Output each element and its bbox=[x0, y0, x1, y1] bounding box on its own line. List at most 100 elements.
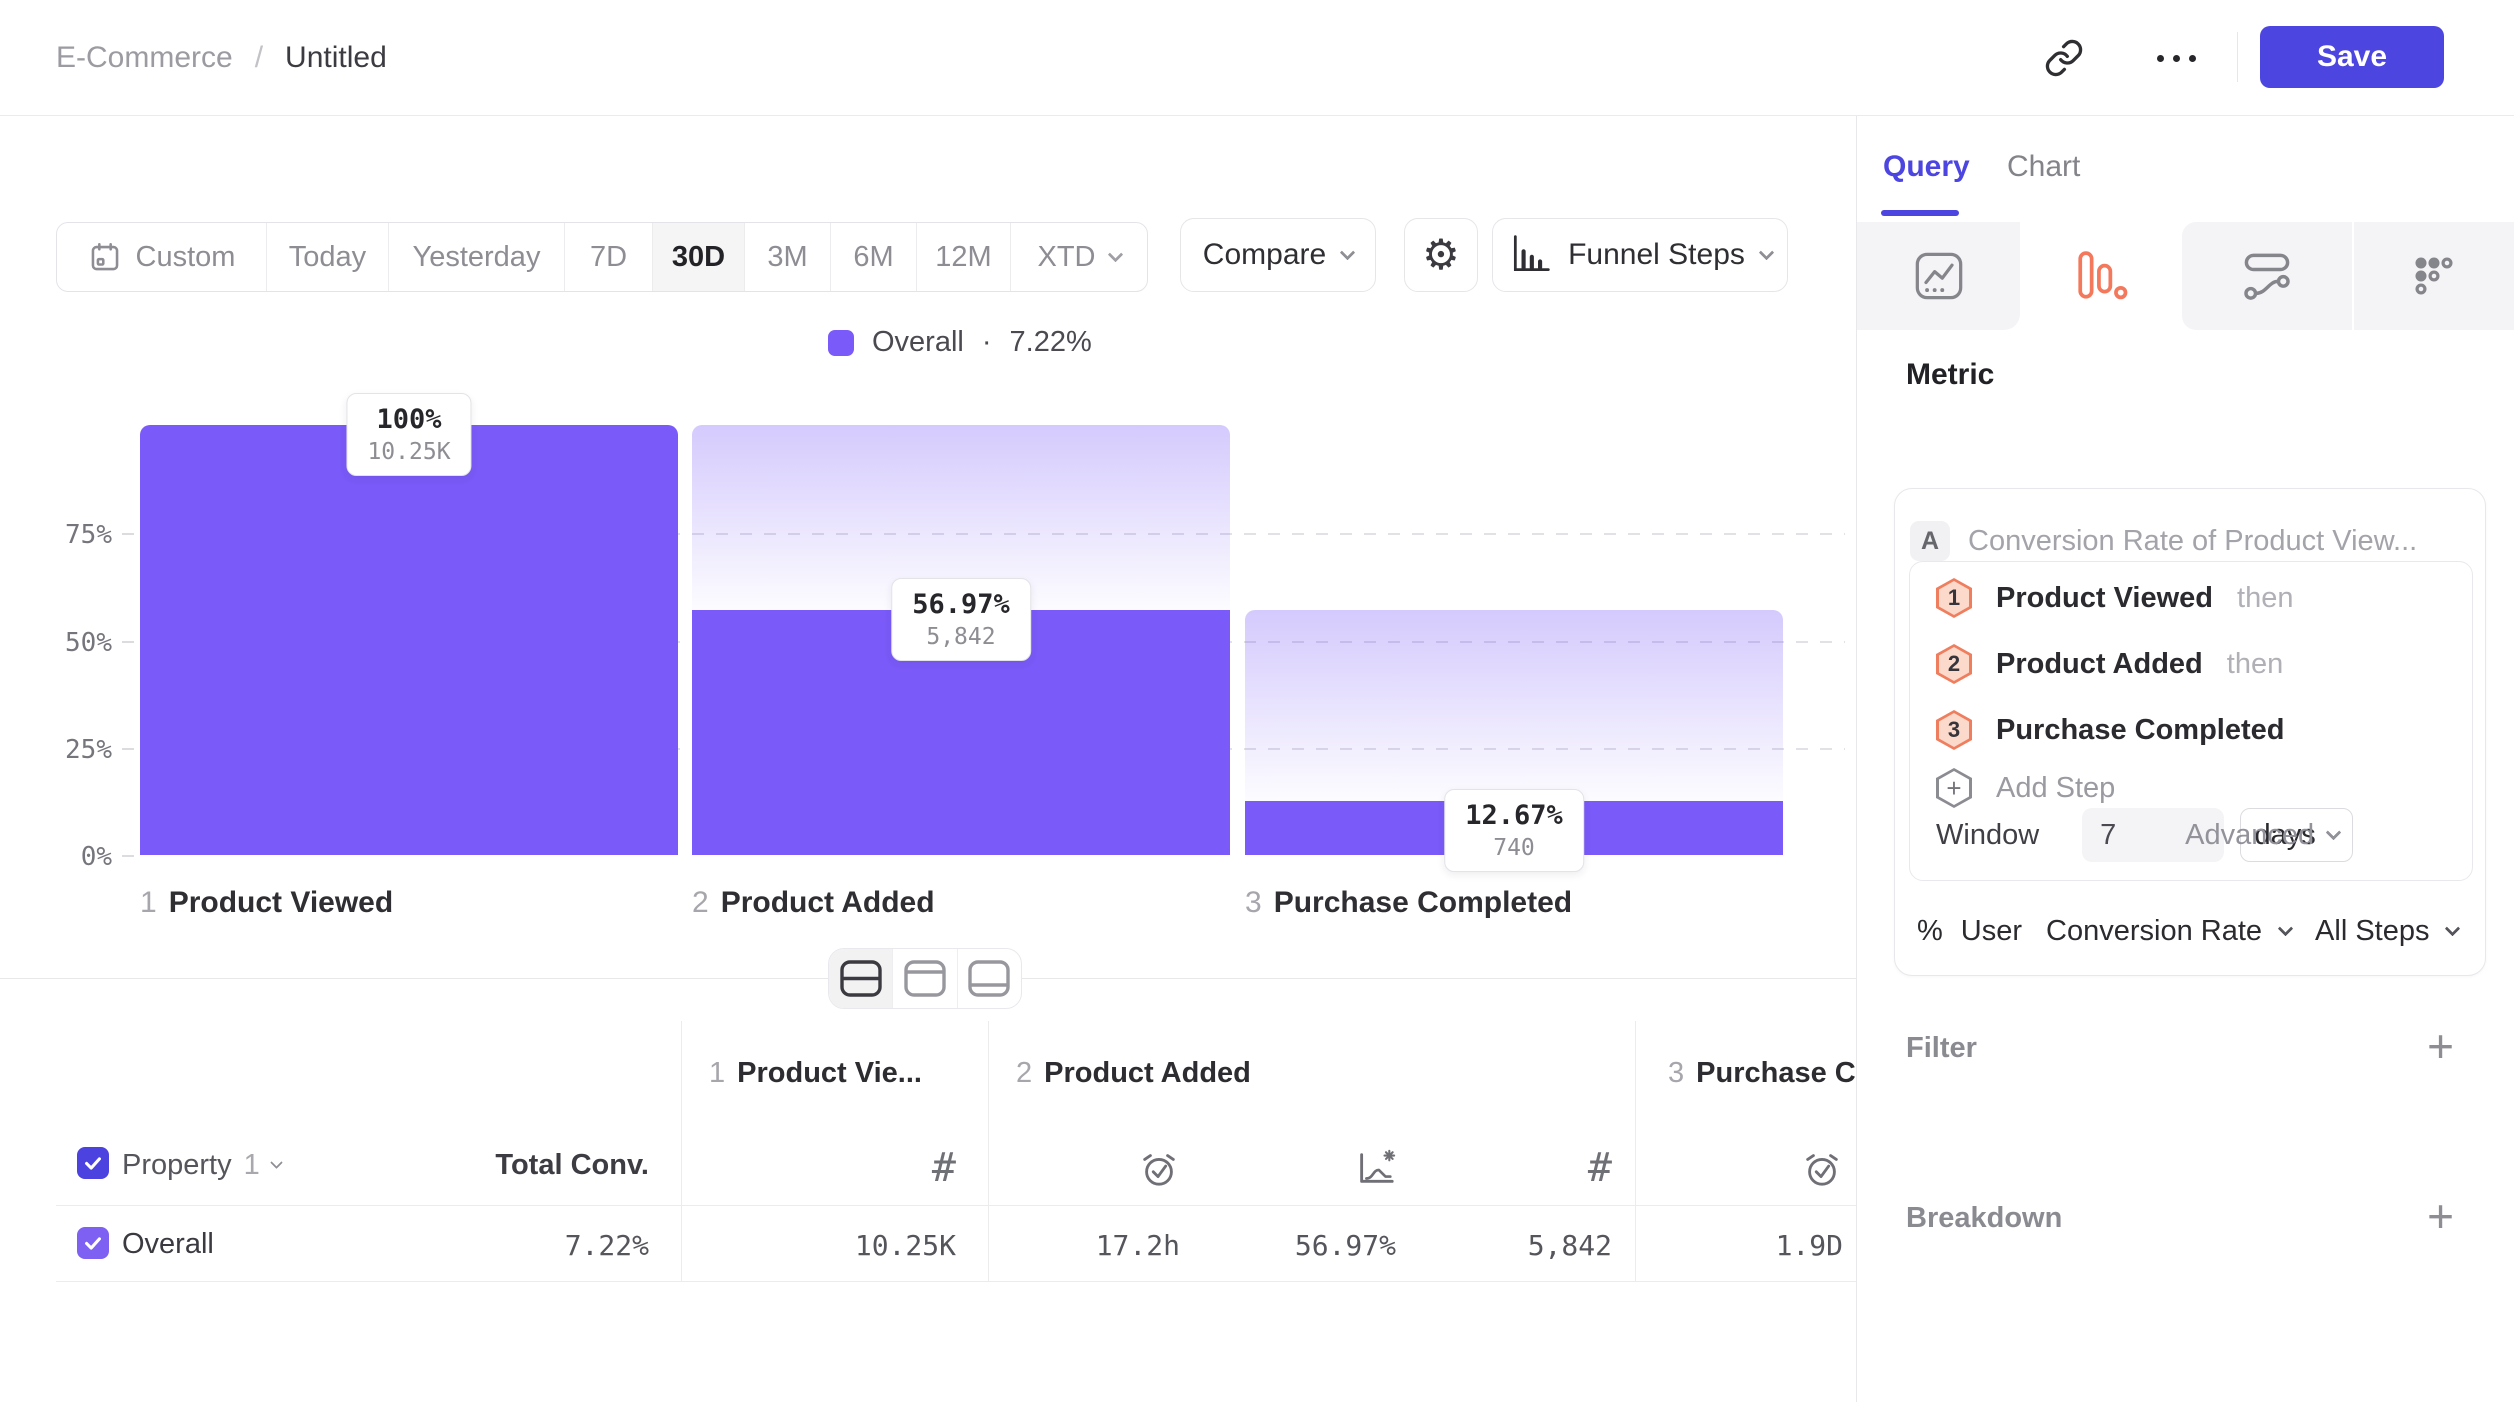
x-label-step-3: 3 Purchase Completed bbox=[1245, 886, 1573, 919]
add-step-button[interactable]: + Add Step bbox=[1936, 768, 2115, 808]
flow-chart-icon bbox=[2241, 250, 2293, 302]
window-unit-select[interactable]: days bbox=[2240, 808, 2354, 862]
check-icon bbox=[85, 1237, 101, 1250]
y-tick-75: 75% bbox=[65, 520, 112, 550]
range-12m[interactable]: 12M bbox=[917, 223, 1011, 291]
range-custom[interactable]: Custom bbox=[57, 223, 267, 291]
y-tick-50: 50% bbox=[65, 628, 112, 658]
step-3-hexagon-badge: 3 bbox=[1936, 710, 1972, 750]
chart-settings-button[interactable]: ⚙ bbox=[1404, 218, 1478, 292]
funnel-step-3[interactable]: 3 Purchase Completed bbox=[1936, 710, 2308, 750]
chart-type-label: Funnel Steps bbox=[1568, 238, 1745, 271]
add-filter-button[interactable]: + bbox=[2427, 1020, 2454, 1072]
layout-toggle bbox=[828, 948, 1022, 1009]
chevron-down-icon bbox=[1339, 244, 1356, 260]
breakdown-heading: Breakdown bbox=[1906, 1202, 2063, 1234]
layout-split-button[interactable] bbox=[829, 949, 894, 1008]
ellipsis-icon bbox=[2156, 54, 2196, 62]
chevron-down-icon[interactable] bbox=[2445, 920, 2461, 937]
funnel-steps-card: 1 Product Viewed then 2 Product Added th… bbox=[1909, 561, 2473, 881]
more-menu-button[interactable] bbox=[2146, 36, 2206, 80]
percent-icon[interactable]: % bbox=[1917, 915, 1943, 947]
cell-total-conv: 7.22% bbox=[564, 1229, 649, 1262]
property-dropdown[interactable]: Property 1 bbox=[122, 1149, 283, 1182]
measure-scope-dropdown[interactable]: All Steps bbox=[2315, 915, 2430, 947]
dots-grid-icon bbox=[2408, 250, 2460, 302]
legend-name: Overall bbox=[872, 326, 964, 358]
range-3m[interactable]: 3M bbox=[745, 223, 831, 291]
cell-step1-count: 10.25K bbox=[854, 1229, 956, 1262]
chart-type-button[interactable]: Funnel Steps bbox=[1492, 218, 1788, 292]
save-button[interactable]: Save bbox=[2260, 26, 2444, 88]
tab-query[interactable]: Query bbox=[1883, 150, 1970, 183]
compare-label: Compare bbox=[1202, 238, 1327, 271]
range-30d[interactable]: 30D bbox=[653, 223, 745, 291]
x-label-step-2: 2 Product Added bbox=[692, 886, 935, 919]
metric-title[interactable]: Conversion Rate of Product View... bbox=[1968, 525, 2418, 557]
tab-chart[interactable]: Chart bbox=[2007, 150, 2081, 183]
gear-icon: ⚙ bbox=[1422, 231, 1460, 278]
window-label: Window bbox=[1936, 818, 2040, 851]
window-value-input[interactable]: 7 bbox=[2082, 808, 2225, 862]
add-breakdown-button[interactable]: + bbox=[2427, 1190, 2454, 1242]
link-icon bbox=[2044, 38, 2084, 78]
measure-row: % User Conversion Rate All Steps bbox=[1917, 915, 2461, 948]
chevron-down-icon bbox=[1107, 246, 1123, 262]
panel-divider bbox=[1856, 116, 1857, 1402]
split-layout-icon bbox=[839, 959, 883, 999]
measure-metric-dropdown[interactable]: Conversion Rate bbox=[2046, 915, 2263, 947]
range-7d[interactable]: 7D bbox=[565, 223, 653, 291]
range-today[interactable]: Today bbox=[267, 223, 389, 291]
funnel-step-1[interactable]: 1 Product Viewed then bbox=[1936, 578, 2293, 618]
chart-type-tab-grid[interactable] bbox=[2354, 222, 2514, 330]
column-header-step-1: 1 Product Vie... bbox=[709, 1057, 922, 1089]
share-link-button[interactable] bbox=[2042, 36, 2086, 80]
time-to-convert-icon bbox=[1801, 1146, 1843, 1190]
chart-type-tab-funnel[interactable] bbox=[2020, 222, 2181, 330]
metric-heading: Metric bbox=[1906, 358, 1995, 391]
legend-value: 7.22% bbox=[1009, 326, 1092, 358]
time-to-convert-icon bbox=[1138, 1146, 1180, 1190]
cell-step2-conv: 56.97% bbox=[1294, 1229, 1396, 1262]
y-tick-25: 25% bbox=[65, 735, 112, 765]
breadcrumb-separator: / bbox=[254, 41, 264, 74]
chart-type-tab-flow[interactable] bbox=[2182, 222, 2352, 330]
row-name: Overall bbox=[122, 1228, 214, 1260]
range-xtd[interactable]: XTD bbox=[1011, 223, 1147, 291]
chart-type-tab-insights[interactable] bbox=[1857, 222, 2020, 330]
filter-heading: Filter bbox=[1906, 1032, 1977, 1064]
cell-step2-time: 17.2h bbox=[1095, 1229, 1180, 1262]
total-conv-header[interactable]: Total Conv. bbox=[495, 1149, 649, 1181]
date-range-control: Custom Today Yesterday 7D 30D 3M 6M 12M … bbox=[56, 222, 1148, 292]
count-hash-icon: # bbox=[1587, 1145, 1612, 1191]
step-2-hexagon-badge: 2 bbox=[1936, 644, 1972, 684]
legend-item-overall[interactable]: Overall · 7.22% bbox=[828, 326, 1092, 359]
range-yesterday[interactable]: Yesterday bbox=[389, 223, 565, 291]
layout-chart-only-button[interactable] bbox=[893, 949, 958, 1008]
row-checkbox[interactable] bbox=[77, 1227, 109, 1259]
chevron-down-icon bbox=[2325, 824, 2342, 840]
funnel-chart-icon bbox=[1508, 233, 1552, 277]
measure-entity[interactable]: User bbox=[1960, 915, 2023, 947]
range-6m[interactable]: 6M bbox=[831, 223, 917, 291]
step-1-hexagon-badge: 1 bbox=[1936, 578, 1972, 618]
bar-solid-step-1[interactable] bbox=[140, 425, 678, 855]
range-xtd-label: XTD bbox=[1037, 240, 1096, 273]
funnel-step-2[interactable]: 2 Product Added then bbox=[1936, 644, 2283, 684]
chevron-down-icon[interactable] bbox=[2277, 920, 2294, 937]
plus-hexagon-icon: + bbox=[1936, 768, 1972, 808]
calendar-icon bbox=[88, 240, 122, 274]
y-tick-0: 0% bbox=[80, 842, 112, 872]
topbar-divider bbox=[2237, 32, 2238, 82]
chevron-down-icon bbox=[269, 1156, 283, 1170]
main-content: Custom Today Yesterday 7D 30D 3M 6M 12M … bbox=[0, 116, 1856, 1402]
advanced-toggle[interactable]: Advanced bbox=[2185, 819, 2342, 852]
bottom-pane-layout-icon bbox=[967, 959, 1011, 999]
document-title[interactable]: Untitled bbox=[285, 41, 387, 74]
breadcrumb-project[interactable]: E-Commerce bbox=[56, 41, 233, 74]
select-all-checkbox[interactable] bbox=[77, 1147, 109, 1179]
compare-button[interactable]: Compare bbox=[1180, 218, 1376, 292]
layout-table-only-button[interactable] bbox=[958, 949, 1021, 1008]
funnel-bars-icon bbox=[2074, 251, 2128, 301]
